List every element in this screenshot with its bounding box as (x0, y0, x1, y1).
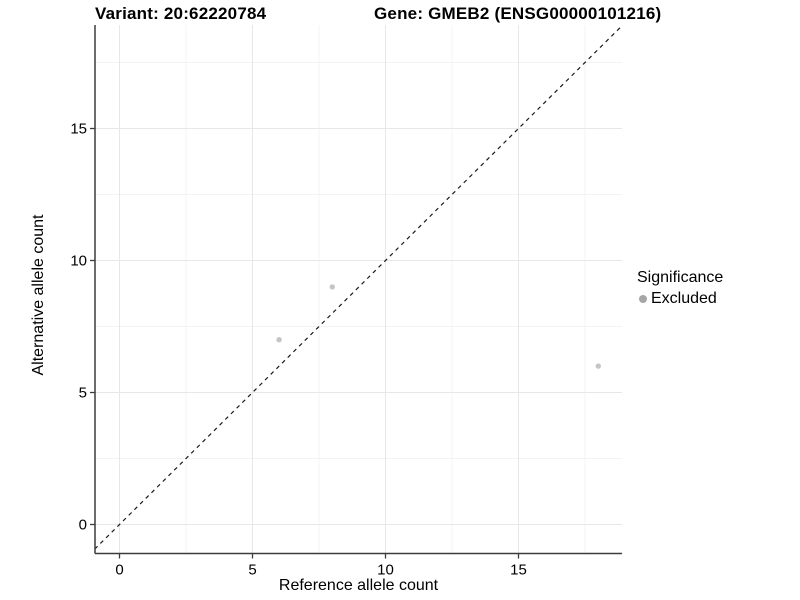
data-point (595, 363, 601, 369)
x-tick-label: 0 (115, 562, 123, 579)
legend-entry-label: Excluded (651, 290, 717, 307)
y-tick-label: 0 (79, 517, 87, 534)
variant-title: Variant: 20:62220784 (95, 4, 267, 23)
y-tick-label: 15 (70, 121, 87, 138)
legend-title: Significance (637, 269, 724, 286)
x-tick-label: 10 (377, 562, 394, 579)
x-axis-title: Reference allele count (278, 577, 439, 594)
x-tick-label: 15 (510, 562, 527, 579)
legend-entry: Excluded (637, 290, 723, 308)
x-tick-label: 5 (248, 562, 256, 579)
legend: Significance Excluded (637, 269, 723, 308)
y-tick-label: 5 (79, 385, 87, 402)
gene-title: Gene: GMEB2 (ENSG00000101216) (374, 4, 662, 23)
legend-point-icon (639, 295, 647, 303)
y-tick-label: 10 (70, 253, 87, 270)
data-point (276, 337, 282, 343)
data-point (329, 284, 335, 290)
identity-dashed-line (95, 25, 622, 550)
